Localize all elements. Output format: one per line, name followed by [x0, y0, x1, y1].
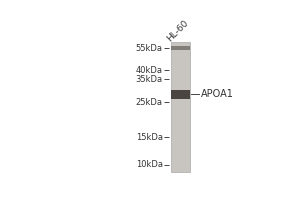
Text: APOA1: APOA1 — [201, 89, 234, 99]
Text: 35kDa: 35kDa — [136, 75, 163, 84]
Bar — [171, 90, 190, 99]
Text: 40kDa: 40kDa — [136, 66, 163, 75]
Text: 25kDa: 25kDa — [136, 98, 163, 107]
Text: HL-60: HL-60 — [165, 18, 190, 43]
Text: 55kDa: 55kDa — [136, 44, 163, 53]
Bar — [171, 42, 190, 172]
Text: 10kDa: 10kDa — [136, 160, 163, 169]
Bar — [171, 46, 190, 50]
Text: 15kDa: 15kDa — [136, 133, 163, 142]
